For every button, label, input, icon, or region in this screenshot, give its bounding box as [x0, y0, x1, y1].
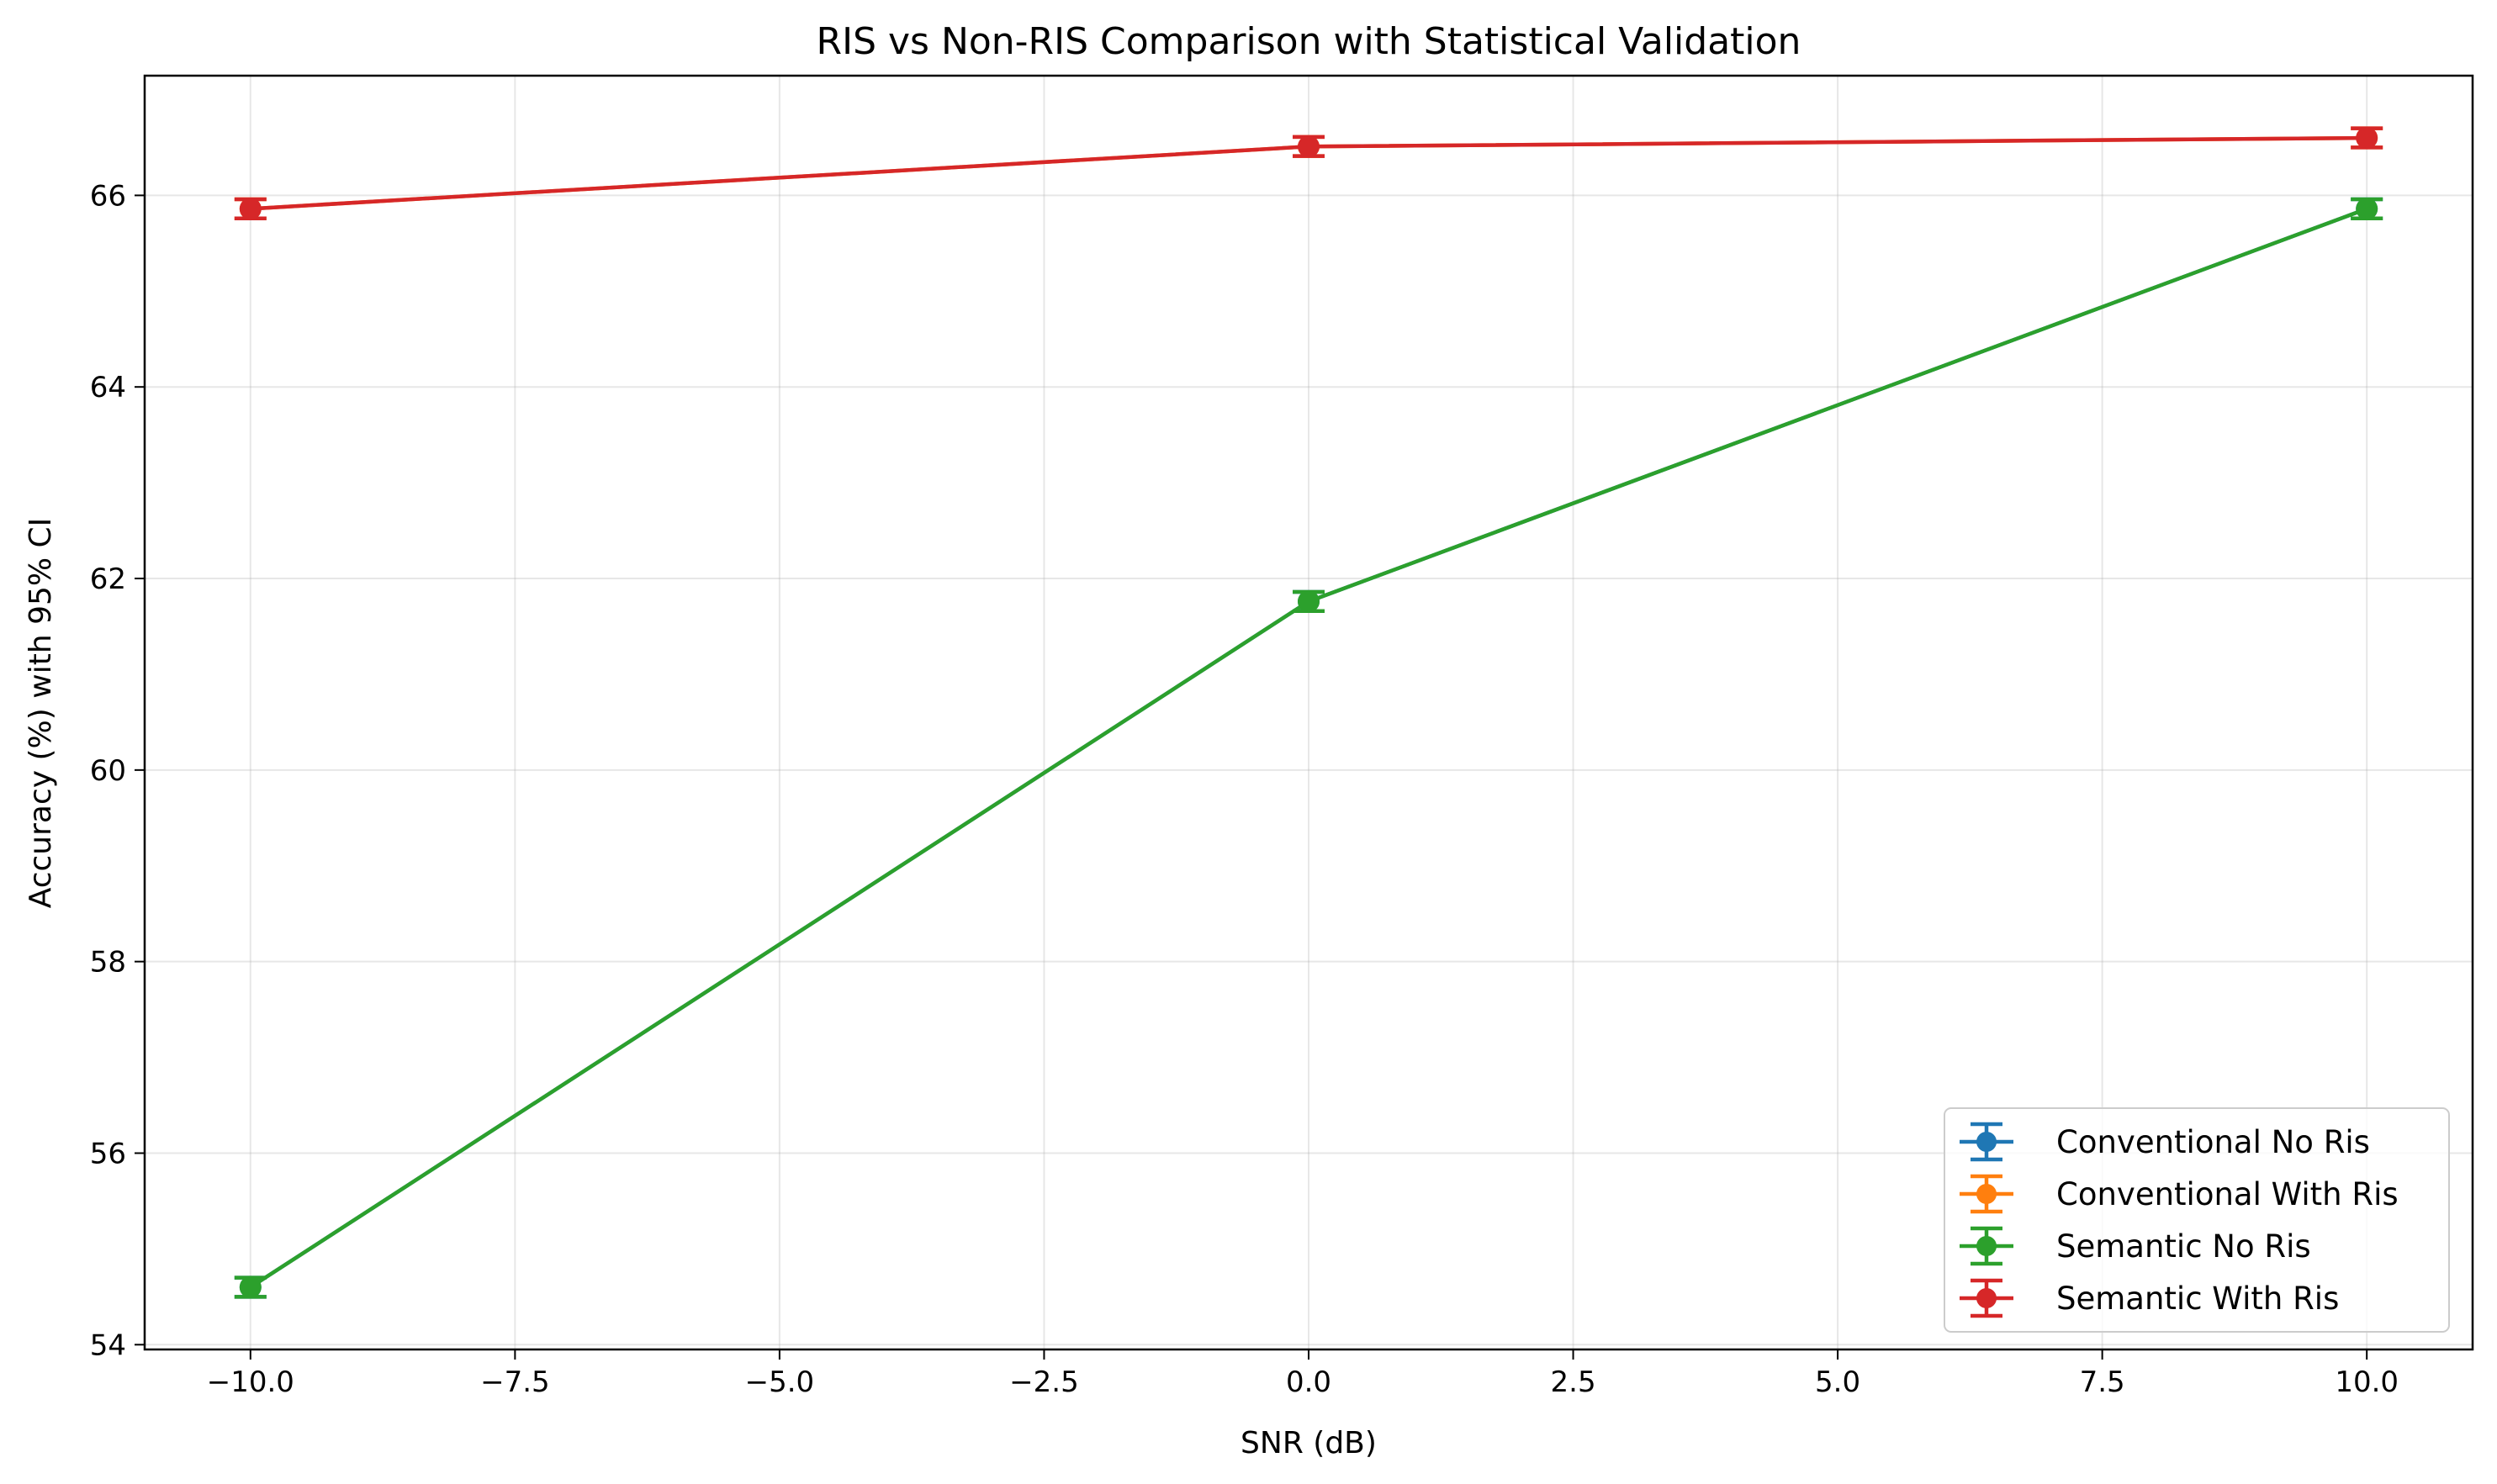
data-point: [1298, 590, 1320, 613]
series-semantic-no-ris: [234, 197, 2383, 1299]
legend-box: [1944, 1107, 2450, 1333]
legend-label: Semantic No Ris: [2056, 1228, 2311, 1265]
data-point: [1298, 135, 1320, 158]
data-point: [239, 198, 262, 220]
y-tick-label: 58: [90, 946, 126, 980]
y-tick-label: 56: [90, 1137, 126, 1170]
legend: Conventional No Ris Conventional With Ris…: [1944, 1107, 2450, 1333]
legend-label: Conventional With Ris: [2056, 1176, 2399, 1212]
x-tick-label: 5.0: [1815, 1365, 1860, 1399]
legend-swatch-marker: [1976, 1132, 1997, 1152]
series-semantic-with-ris: [234, 126, 2383, 220]
legend-swatch-marker: [1976, 1236, 1997, 1256]
legend-swatch-marker: [1976, 1288, 1997, 1308]
y-tick-label: 62: [90, 562, 126, 596]
y-tick-label: 60: [90, 754, 126, 788]
legend-item: Conventional With Ris: [1960, 1174, 2399, 1214]
x-tick-label: −5.0: [745, 1365, 815, 1399]
y-tick-label: 64: [90, 371, 126, 404]
legend-item: Conventional No Ris: [1960, 1122, 2370, 1162]
x-axis-label: SNR (dB): [1241, 1426, 1377, 1460]
chart-title: RIS vs Non-RIS Comparison with Statistic…: [817, 20, 1801, 63]
legend-item: Semantic With Ris: [1960, 1278, 2339, 1318]
data-point: [2356, 198, 2378, 220]
data-point: [239, 1275, 262, 1298]
y-tick-label: 54: [90, 1328, 126, 1362]
x-tick-label: 7.5: [2080, 1365, 2125, 1399]
legend-label: Semantic With Ris: [2056, 1281, 2339, 1317]
y-tick-label: 66: [90, 179, 126, 213]
x-tick-label: 10.0: [2335, 1365, 2399, 1399]
x-tick-label: 2.5: [1551, 1365, 1596, 1399]
x-tick-label: −2.5: [1009, 1365, 1079, 1399]
data-point: [2356, 127, 2378, 150]
x-tick-label: 0.0: [1286, 1365, 1331, 1399]
legend-label: Conventional No Ris: [2056, 1124, 2370, 1160]
x-tick-label: −7.5: [480, 1365, 550, 1399]
series-layer: [234, 126, 2383, 1299]
y-axis-label: Accuracy (%) with 95% CI: [24, 518, 58, 909]
legend-item: Semantic No Ris: [1960, 1226, 2311, 1266]
legend-swatch-marker: [1976, 1184, 1997, 1204]
x-tick-label: −10.0: [207, 1365, 294, 1399]
ticks: −10.0 −7.5 −5.0 −2.5 0.0 2.5 5.0 7.5 10.0 54 56 58 6…: [90, 179, 2399, 1399]
